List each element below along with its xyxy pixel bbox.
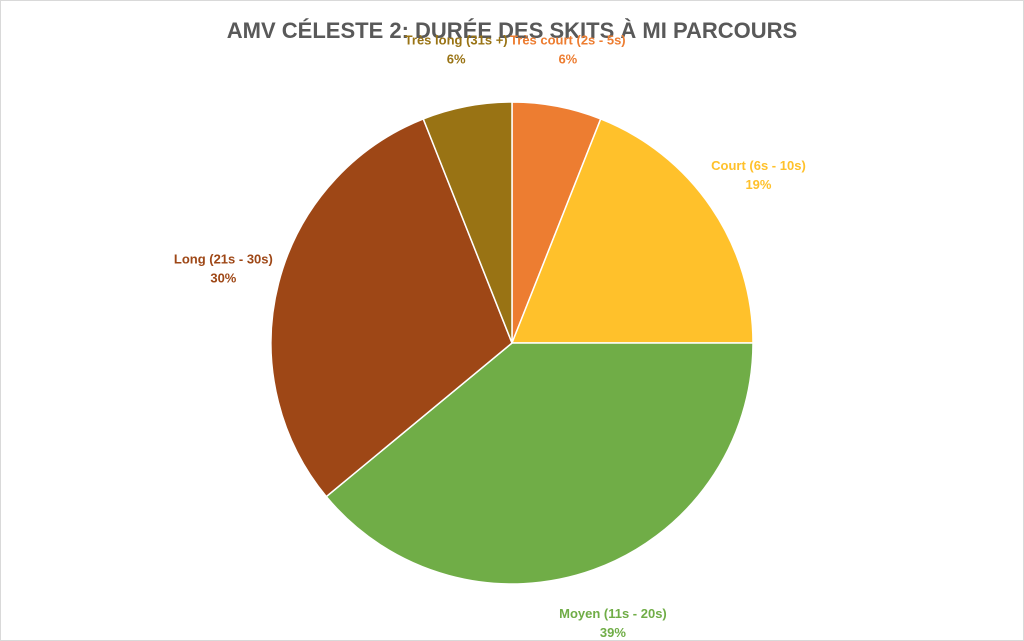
pie-slice xyxy=(510,117,754,344)
pie-slice xyxy=(270,117,513,498)
slice-label: Long (21s - 30s) xyxy=(174,251,273,266)
slice-value-label: 30% xyxy=(210,270,236,285)
slice-value-label: 6% xyxy=(447,52,466,67)
slice-value-label: 39% xyxy=(600,625,626,640)
slice-value-label: 6% xyxy=(558,52,577,67)
slice-label: Moyen (11s - 20s) xyxy=(559,606,667,621)
slice-label: Très long (31s +) xyxy=(405,33,508,48)
slice-label: Court (6s - 10s) xyxy=(711,158,806,173)
pie-slice xyxy=(422,101,513,344)
pie-slice xyxy=(325,342,754,585)
slice-label: Très court (2s - 5s) xyxy=(510,33,626,48)
chart-title: AMV CÉLESTE 2: DURÉE DES SKITS À MI PARC… xyxy=(227,18,797,43)
slice-value-label: 19% xyxy=(745,177,771,192)
